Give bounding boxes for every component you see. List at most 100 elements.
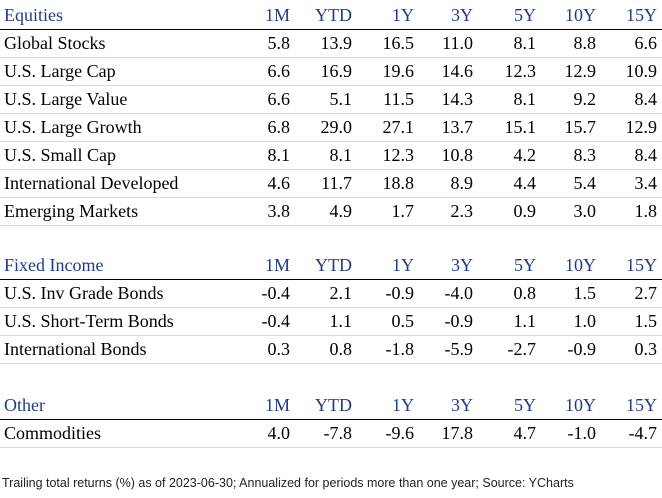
return-value: 3.8 (267, 201, 291, 221)
row-label: U.S. Large Cap (4, 61, 116, 81)
return-value: 27.1 (382, 117, 415, 137)
section-title: Other (4, 395, 45, 415)
col-header-3y: 3Y (451, 255, 473, 275)
return-value: 4.6 (267, 173, 291, 193)
return-value: 4.2 (513, 145, 537, 165)
row-label: Commodities (4, 423, 102, 443)
return-value: 8.1 (267, 145, 291, 165)
return-value: 1.5 (573, 283, 597, 303)
fixed-income-header-row: Fixed Income 1M YTD 1Y 3Y 5Y 10Y 15Y (0, 252, 662, 280)
table-row: U.S. Small Cap 8.1 8.1 12.3 10.8 4.2 8.3 8.4 (0, 142, 662, 170)
return-value: 1.1 (513, 311, 537, 331)
return-value: 1.8 (634, 201, 658, 221)
return-value: -0.9 (567, 339, 597, 359)
return-value: 8.4 (634, 89, 658, 109)
return-value: -7.8 (323, 423, 353, 443)
row-label: International Developed (4, 173, 179, 193)
table-row: U.S. Large Value 6.6 5.1 11.5 14.3 8.1 9.2 8.4 (0, 86, 662, 114)
section-title: Equities (4, 5, 63, 25)
return-value: 4.4 (513, 173, 537, 193)
return-value: 0.3 (267, 339, 291, 359)
return-value: 0.3 (634, 339, 658, 359)
equities-header-row: Equities 1M YTD 1Y 3Y 5Y 10Y 15Y (0, 2, 662, 30)
section-title: Fixed Income (4, 255, 104, 275)
return-value: 2.7 (634, 283, 658, 303)
return-value: 4.0 (267, 423, 291, 443)
table-row: U.S. Short-Term Bonds -0.4 1.1 0.5 -0.9 1.1 1.… (0, 308, 662, 336)
return-value: 1.5 (634, 311, 658, 331)
return-value: 8.1 (513, 89, 537, 109)
col-header-15y: 15Y (626, 255, 657, 275)
fixed-income-section: Fixed Income 1M YTD 1Y 3Y 5Y 10Y 15Y U.S… (0, 252, 662, 364)
col-header-1y: 1Y (392, 255, 414, 275)
return-value: 8.4 (634, 145, 658, 165)
return-value: 5.8 (267, 33, 291, 53)
return-value: 4.9 (329, 201, 353, 221)
footnote: Trailing total returns (%) as of 2023-06… (2, 476, 574, 490)
return-value: 2.1 (329, 283, 353, 303)
return-value: 15.7 (564, 117, 597, 137)
return-value: 5.4 (573, 173, 597, 193)
table-row: U.S. Large Growth 6.8 29.0 27.1 13.7 15.1 15.7… (0, 114, 662, 142)
row-label: U.S. Large Growth (4, 117, 142, 137)
row-label: U.S. Large Value (4, 89, 128, 109)
return-value: 16.5 (382, 33, 415, 53)
return-value: 18.8 (382, 173, 415, 193)
col-header-5y: 5Y (514, 395, 536, 415)
return-value: -4.7 (628, 423, 658, 443)
return-value: -5.9 (444, 339, 474, 359)
col-header-ytd: YTD (315, 395, 352, 415)
return-value: -0.9 (385, 283, 415, 303)
return-value: -1.8 (385, 339, 415, 359)
col-header-10y: 10Y (565, 5, 596, 25)
return-value: 12.3 (382, 145, 415, 165)
table-row: Emerging Markets 3.8 4.9 1.7 2.3 0.9 3.0 1.8 (0, 198, 662, 226)
return-value: 1.1 (329, 311, 353, 331)
return-value: 13.9 (320, 33, 353, 53)
return-value: -0.4 (261, 283, 291, 303)
table-row: International Developed 4.6 11.7 18.8 8.9 4.4… (0, 170, 662, 198)
return-value: 11.0 (442, 33, 473, 53)
table-row: U.S. Inv Grade Bonds -0.4 2.1 -0.9 -4.0 0.8 1.… (0, 280, 662, 308)
return-value: 11.7 (321, 173, 352, 193)
return-value: 6.6 (267, 89, 291, 109)
return-value: -9.6 (385, 423, 415, 443)
return-value: 6.8 (267, 117, 291, 137)
return-value: 11.5 (383, 89, 414, 109)
return-value: 4.7 (513, 423, 537, 443)
return-value: 8.1 (329, 145, 353, 165)
return-value: -4.0 (444, 283, 474, 303)
return-value: 1.7 (391, 201, 415, 221)
other-header-row: Other 1M YTD 1Y 3Y 5Y 10Y 15Y (0, 392, 662, 420)
return-value: 15.1 (504, 117, 537, 137)
return-value: 10.8 (441, 145, 474, 165)
return-value: 12.9 (625, 117, 658, 137)
return-value: 1.0 (573, 311, 597, 331)
equities-section: Equities 1M YTD 1Y 3Y 5Y 10Y 15Y Global … (0, 2, 662, 226)
return-value: 10.9 (625, 61, 658, 81)
return-value: 17.8 (441, 423, 474, 443)
return-value: 9.2 (573, 89, 597, 109)
return-value: 0.5 (391, 311, 415, 331)
table-row: Global Stocks 5.8 13.9 16.5 11.0 8.1 8.8 6.6 (0, 30, 662, 58)
return-value: 29.0 (320, 117, 353, 137)
return-value: -0.9 (444, 311, 474, 331)
col-header-1m: 1M (264, 255, 290, 275)
col-header-5y: 5Y (514, 255, 536, 275)
col-header-1m: 1M (264, 5, 290, 25)
table-row: U.S. Large Cap 6.6 16.9 19.6 14.6 12.3 12.9 10.… (0, 58, 662, 86)
col-header-3y: 3Y (451, 5, 473, 25)
table-row: International Bonds 0.3 0.8 -1.8 -5.9 -2.7 -0.… (0, 336, 662, 364)
return-value: 12.3 (504, 61, 537, 81)
col-header-1y: 1Y (392, 5, 414, 25)
return-value: 0.8 (513, 283, 537, 303)
return-value: -0.4 (261, 311, 291, 331)
return-value: 16.9 (320, 61, 353, 81)
return-value: 13.7 (441, 117, 474, 137)
col-header-3y: 3Y (451, 395, 473, 415)
col-header-15y: 15Y (626, 5, 657, 25)
return-value: 6.6 (634, 33, 658, 53)
row-label: International Bonds (4, 339, 147, 359)
col-header-10y: 10Y (565, 255, 596, 275)
table-row: Commodities 4.0 -7.8 -9.6 17.8 4.7 -1.0 -4.7 (0, 420, 662, 448)
